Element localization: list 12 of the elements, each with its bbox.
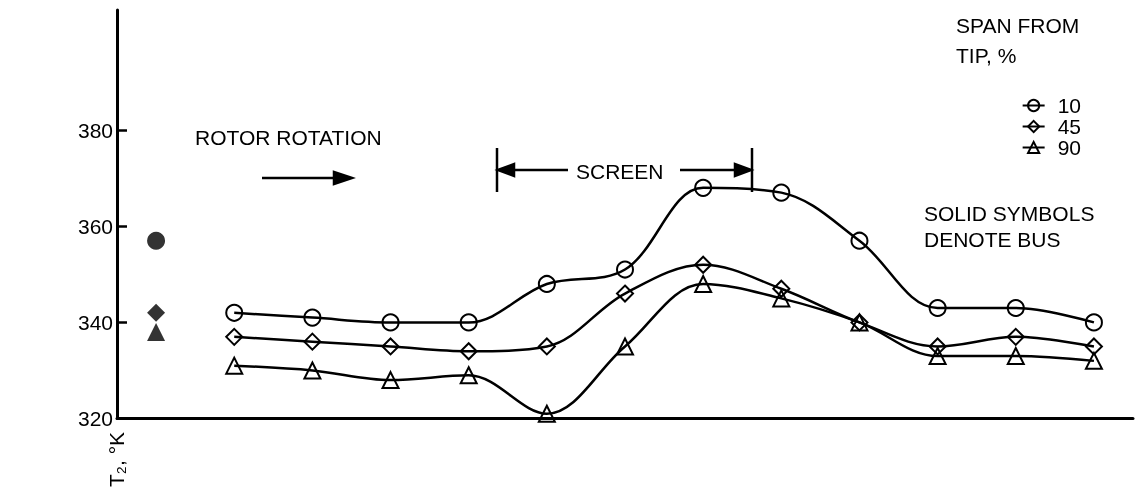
legend-label: 10 <box>1057 94 1081 117</box>
y-axis-title: T₂, °K <box>105 431 128 487</box>
legend-label: 90 <box>1057 136 1081 159</box>
y-tick-label: 320 <box>77 407 113 431</box>
y-tick-label: 360 <box>77 214 113 238</box>
annotation: ROTOR ROTATION <box>195 125 382 149</box>
legend-label: 45 <box>1057 115 1081 138</box>
y-tick-label: 340 <box>77 310 113 334</box>
annotation: SCREEN <box>576 159 664 183</box>
legend-title: SPAN FROM TIP, % <box>956 13 1086 67</box>
y-tick-label: 380 <box>77 118 113 142</box>
annotation: SOLID SYMBOLS DENOTE BUS <box>924 201 1101 251</box>
